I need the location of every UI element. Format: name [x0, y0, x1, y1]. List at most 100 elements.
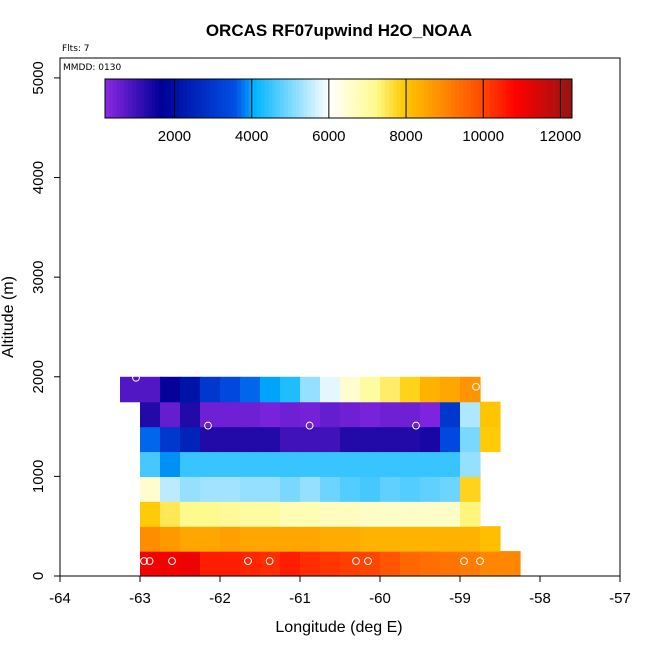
x-tick-label: -61	[289, 590, 311, 607]
heatmap-cell	[460, 476, 481, 502]
heatmap-cell	[240, 426, 261, 453]
colorbar-swatch	[451, 79, 456, 118]
colorbar-swatch	[431, 79, 437, 118]
heatmap-cell	[260, 476, 281, 502]
colorbar-swatch	[291, 79, 297, 118]
colorbar-swatch	[377, 79, 382, 118]
x-tick-label: -58	[529, 590, 551, 607]
colorbar-swatch	[178, 79, 184, 118]
heatmap-cell	[380, 426, 401, 453]
colorbar-swatch	[124, 79, 129, 118]
colorbar-swatch	[287, 79, 293, 118]
colorbar-tick-label: 10000	[462, 128, 504, 145]
heatmap-cell	[260, 401, 281, 428]
x-tick-label: -64	[49, 590, 71, 607]
colorbar-swatch	[556, 79, 561, 118]
colorbar-swatch	[540, 79, 546, 118]
heatmap-cell	[440, 551, 461, 577]
colorbar-swatch	[159, 79, 164, 118]
colorbar-swatch	[509, 79, 515, 118]
colorbar-swatch	[147, 79, 153, 118]
colorbar-swatch	[544, 79, 550, 118]
colorbar-swatch	[136, 79, 141, 118]
colorbar-swatch	[307, 79, 312, 118]
x-tick-label: -60	[369, 590, 391, 607]
heatmap-cell	[300, 426, 321, 453]
flight-point	[364, 557, 372, 565]
heatmap-cell	[300, 376, 321, 403]
heatmap-cell	[220, 476, 241, 502]
heatmap-cell	[280, 551, 301, 577]
colorbar-swatch	[385, 79, 390, 118]
colorbar-swatch	[416, 79, 421, 118]
colorbar-swatch	[447, 79, 452, 118]
colorbar-swatch	[548, 79, 554, 118]
colorbar-swatch	[354, 79, 359, 118]
colorbar-swatch	[221, 79, 227, 118]
heatmap-cell	[300, 526, 321, 552]
heatmap-cell	[280, 476, 301, 502]
heatmap-cell	[380, 476, 401, 502]
heatmap-cell	[260, 526, 281, 552]
colorbar-swatch	[194, 79, 199, 118]
heatmap-cell	[360, 501, 381, 527]
heatmap-cell	[420, 451, 441, 477]
colorbar-swatch	[420, 79, 425, 118]
heatmap-cell	[180, 476, 201, 502]
colorbar-swatch	[280, 79, 285, 118]
heatmap-cell	[340, 451, 361, 477]
colorbar-swatch	[264, 79, 269, 118]
heatmap-cell	[440, 476, 461, 502]
heatmap-cell	[360, 376, 381, 403]
heatmap-cell	[440, 501, 461, 527]
colorbar-swatch	[490, 79, 495, 118]
heatmap-cell	[240, 376, 261, 403]
heatmap-cell	[280, 501, 301, 527]
flight-point	[132, 373, 140, 382]
colorbar-swatch	[435, 79, 441, 118]
colorbar-swatch	[505, 79, 511, 118]
colorbar-swatch	[276, 79, 281, 118]
heatmap-cell	[200, 551, 221, 577]
heatmap-cell	[320, 426, 341, 453]
colorbar-swatch	[568, 79, 573, 118]
heatmap-cell	[180, 401, 201, 428]
heatmap-cell	[300, 451, 321, 477]
colorbar-swatch	[132, 79, 137, 118]
colorbar-swatch	[120, 79, 125, 118]
heatmap-cell	[180, 526, 201, 552]
colorbar-tick-label: 12000	[540, 128, 582, 145]
colorbar-swatch	[392, 79, 398, 118]
heatmap-cell	[160, 401, 181, 428]
heatmap-cell	[420, 526, 441, 552]
flight-point	[352, 557, 360, 565]
colorbar-swatch	[322, 79, 328, 118]
colorbar-swatch	[303, 79, 308, 118]
heatmap-cell	[420, 551, 441, 577]
colorbar-tick-label: 6000	[312, 128, 345, 145]
heatmap-cell	[500, 551, 521, 577]
chart-title: ORCAS RF07upwind H2O_NOAA	[206, 21, 472, 40]
heatmap-cell	[180, 451, 201, 477]
heatmap-cell	[320, 551, 341, 577]
flight-point	[472, 382, 480, 391]
colorbar-swatch	[396, 79, 402, 118]
colorbar-swatch	[260, 79, 266, 118]
colorbar-swatch	[501, 79, 507, 118]
heatmap-cell	[140, 451, 161, 477]
colorbar-swatch	[213, 79, 219, 118]
colorbar-swatch	[513, 79, 519, 118]
colorbar-swatch	[171, 79, 176, 118]
heatmap-cell	[200, 401, 221, 428]
heatmap-cell	[360, 476, 381, 502]
heatmap-cell	[460, 451, 481, 477]
heatmap-cell	[160, 426, 181, 453]
heatmap-cell	[320, 476, 341, 502]
colorbar-swatch	[334, 79, 339, 118]
colorbar-swatch	[210, 79, 215, 118]
heatmap-cell	[360, 451, 381, 477]
heatmap-cell	[200, 426, 221, 453]
heatmap-cell	[320, 501, 341, 527]
colorbar-swatch	[186, 79, 192, 118]
heatmap-cell	[400, 526, 421, 552]
